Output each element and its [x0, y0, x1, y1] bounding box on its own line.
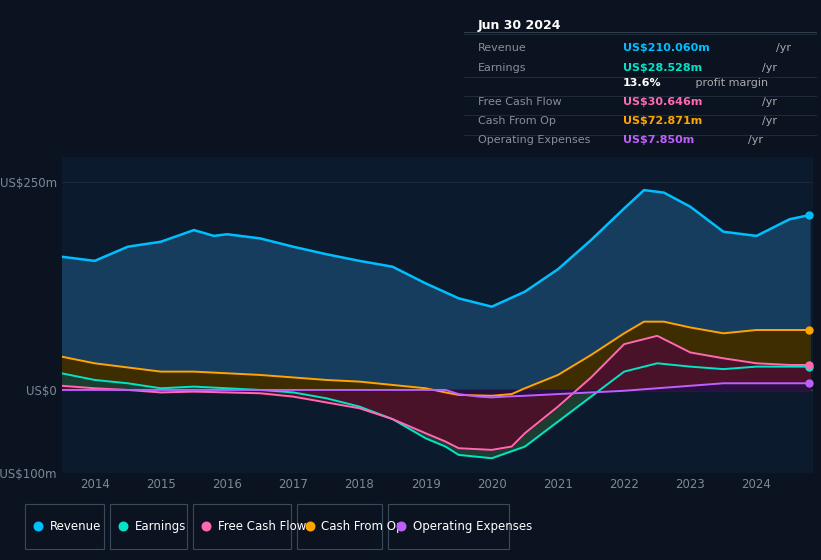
Text: Earnings: Earnings — [478, 63, 526, 73]
Text: Jun 30 2024: Jun 30 2024 — [478, 19, 562, 32]
Text: US$30.646m: US$30.646m — [622, 97, 702, 107]
FancyBboxPatch shape — [388, 504, 509, 549]
Point — [117, 522, 130, 531]
Point — [803, 362, 816, 371]
Text: Free Cash Flow: Free Cash Flow — [478, 97, 562, 107]
Text: US$7.850m: US$7.850m — [622, 136, 694, 146]
Text: /yr: /yr — [748, 136, 763, 146]
Text: Revenue: Revenue — [49, 520, 101, 533]
FancyBboxPatch shape — [193, 504, 291, 549]
Text: /yr: /yr — [776, 44, 791, 53]
Text: Revenue: Revenue — [478, 44, 527, 53]
FancyBboxPatch shape — [25, 504, 104, 549]
Point — [803, 325, 816, 334]
Text: Operating Expenses: Operating Expenses — [413, 520, 532, 533]
Text: US$72.871m: US$72.871m — [622, 116, 702, 126]
Text: /yr: /yr — [762, 116, 777, 126]
Text: US$28.528m: US$28.528m — [622, 63, 702, 73]
Text: /yr: /yr — [762, 97, 777, 107]
FancyBboxPatch shape — [296, 504, 383, 549]
Text: Operating Expenses: Operating Expenses — [478, 136, 590, 146]
Point — [803, 379, 816, 388]
Text: Cash From Op: Cash From Op — [321, 520, 404, 533]
Text: profit margin: profit margin — [692, 78, 768, 87]
Point — [803, 361, 816, 370]
Point — [803, 211, 816, 220]
Text: /yr: /yr — [762, 63, 777, 73]
Point — [303, 522, 316, 531]
Point — [200, 522, 213, 531]
Point — [395, 522, 408, 531]
Point — [31, 522, 44, 531]
FancyBboxPatch shape — [110, 504, 187, 549]
Text: Cash From Op: Cash From Op — [478, 116, 556, 126]
Text: US$210.060m: US$210.060m — [622, 44, 709, 53]
Text: Earnings: Earnings — [135, 520, 186, 533]
Text: 13.6%: 13.6% — [622, 78, 662, 87]
Text: Free Cash Flow: Free Cash Flow — [218, 520, 306, 533]
